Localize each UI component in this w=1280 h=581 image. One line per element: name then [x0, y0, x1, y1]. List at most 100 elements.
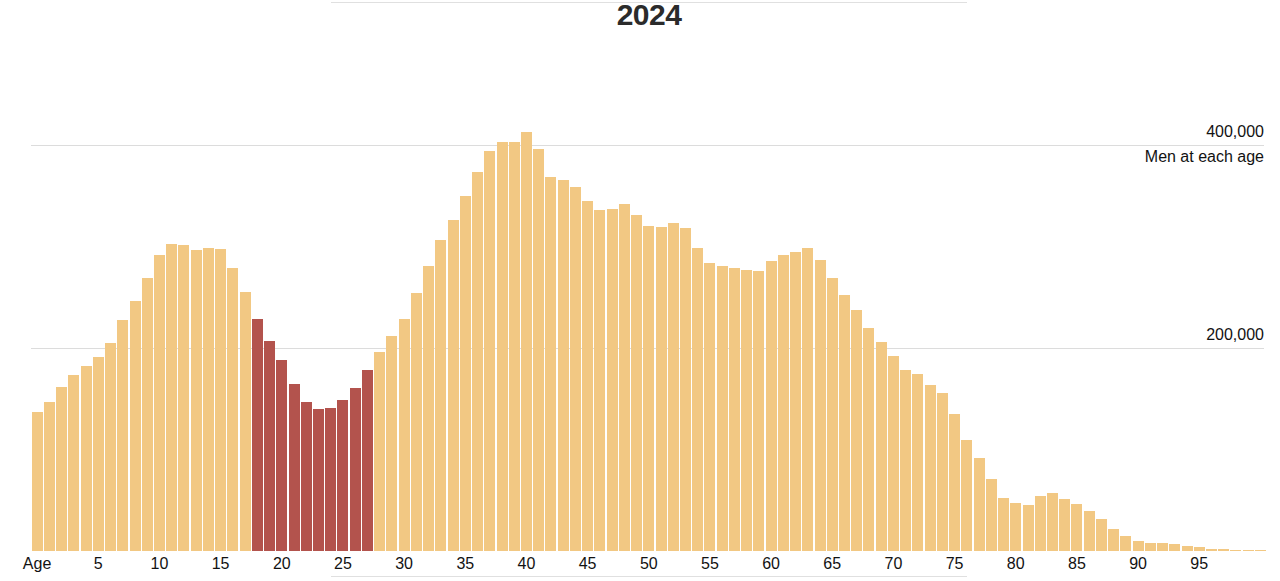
bar-age-14: [203, 248, 214, 552]
bar-age-94: [1182, 546, 1193, 551]
bar-age-24: [325, 408, 336, 551]
bar-age-21: [289, 384, 300, 552]
bar-age-1: [44, 402, 55, 551]
bar-age-80: [1010, 503, 1021, 551]
bar-age-48: [619, 204, 630, 551]
x-tick-55: 55: [701, 555, 719, 573]
bar-age-25: [337, 400, 348, 551]
bar-age-29: [386, 336, 397, 551]
bar-age-43: [558, 180, 569, 552]
bar-age-3: [68, 375, 79, 551]
bar-age-88: [1108, 529, 1119, 551]
bar-age-38: [497, 142, 508, 551]
bar-age-9: [142, 278, 153, 551]
bar-age-61: [778, 255, 789, 551]
bar-age-8: [130, 301, 141, 551]
bar-age-46: [594, 210, 605, 551]
bar-age-20: [276, 360, 287, 551]
bar-age-93: [1169, 544, 1180, 551]
bar-age-87: [1096, 519, 1107, 552]
bar-age-35: [460, 196, 471, 551]
bar-age-54: [692, 248, 703, 552]
bar-age-42: [545, 177, 556, 552]
bar-age-67: [851, 310, 862, 551]
bottom-divider: [331, 576, 967, 577]
bar-age-22: [301, 402, 312, 551]
bar-age-81: [1023, 505, 1034, 551]
bar-age-85: [1071, 504, 1082, 551]
bar-age-78: [986, 479, 997, 551]
bar-age-4: [81, 366, 92, 551]
bar-age-26: [350, 388, 361, 551]
bar-age-84: [1059, 499, 1070, 551]
bar-age-10: [154, 255, 165, 551]
bar-age-13: [191, 250, 202, 552]
bar-age-56: [717, 266, 728, 551]
x-tick-10: 10: [150, 555, 168, 573]
bar-age-31: [411, 293, 422, 551]
bar-age-53: [680, 228, 691, 551]
bar-age-55: [704, 263, 715, 551]
bar-age-92: [1157, 543, 1168, 551]
bar-age-51: [656, 227, 667, 551]
x-tick-85: 85: [1068, 555, 1086, 573]
bar-age-11: [166, 244, 177, 552]
bar-age-16: [227, 268, 238, 551]
bar-age-37: [484, 151, 495, 551]
bar-age-23: [313, 409, 324, 551]
bar-age-39: [509, 142, 520, 551]
x-tick-25: 25: [334, 555, 352, 573]
bar-age-5: [93, 357, 104, 551]
bar-age-57: [729, 268, 740, 551]
bar-age-32: [423, 266, 434, 551]
x-tick-40: 40: [517, 555, 535, 573]
x-tick-65: 65: [823, 555, 841, 573]
bar-age-44: [570, 187, 581, 551]
y-axis-annotation: Men at each age: [1145, 147, 1264, 166]
bar-age-66: [839, 295, 850, 551]
bar-age-70: [888, 356, 899, 551]
bar-age-83: [1047, 493, 1058, 551]
bar-age-74: [937, 393, 948, 551]
bar-age-89: [1120, 536, 1131, 551]
bar-age-63: [802, 248, 813, 552]
bar-age-18: [252, 319, 263, 551]
bar-age-7: [117, 320, 128, 551]
bar-age-27: [362, 370, 373, 551]
bar-age-72: [912, 374, 923, 551]
bar-age-30: [399, 319, 410, 551]
bar-age-71: [900, 370, 911, 551]
bar-age-99: [1243, 550, 1254, 551]
bar-age-86: [1084, 511, 1095, 551]
bar-age-69: [876, 342, 887, 551]
x-tick-60: 60: [762, 555, 780, 573]
x-tick-5: 5: [94, 555, 103, 573]
x-tick-45: 45: [579, 555, 597, 573]
bar-age-36: [472, 172, 483, 551]
bar-age-40: [521, 132, 532, 551]
x-tick-70: 70: [884, 555, 902, 573]
bar-age-49: [631, 215, 642, 551]
x-tick-80: 80: [1007, 555, 1025, 573]
y-axis-label-400000: 400,000: [1206, 122, 1264, 141]
bar-age-15: [215, 249, 226, 552]
bar-age-58: [741, 270, 752, 551]
bar-age-76: [961, 440, 972, 551]
bar-age-28: [374, 352, 385, 551]
bar-age-0: [32, 412, 43, 551]
x-tick-90: 90: [1129, 555, 1147, 573]
x-tick-15: 15: [212, 555, 230, 573]
bar-age-95: [1194, 547, 1205, 551]
bar-age-100: [1255, 550, 1266, 551]
bar-age-50: [643, 226, 654, 551]
bar-age-45: [582, 201, 593, 551]
x-tick-35: 35: [456, 555, 474, 573]
bar-age-52: [668, 223, 679, 551]
x-tick-20: 20: [273, 555, 291, 573]
x-tick-75: 75: [946, 555, 964, 573]
bar-age-47: [607, 209, 618, 551]
bar-age-96: [1206, 549, 1217, 552]
bar-age-64: [815, 260, 826, 551]
bar-age-19: [264, 341, 275, 551]
x-tick-30: 30: [395, 555, 413, 573]
